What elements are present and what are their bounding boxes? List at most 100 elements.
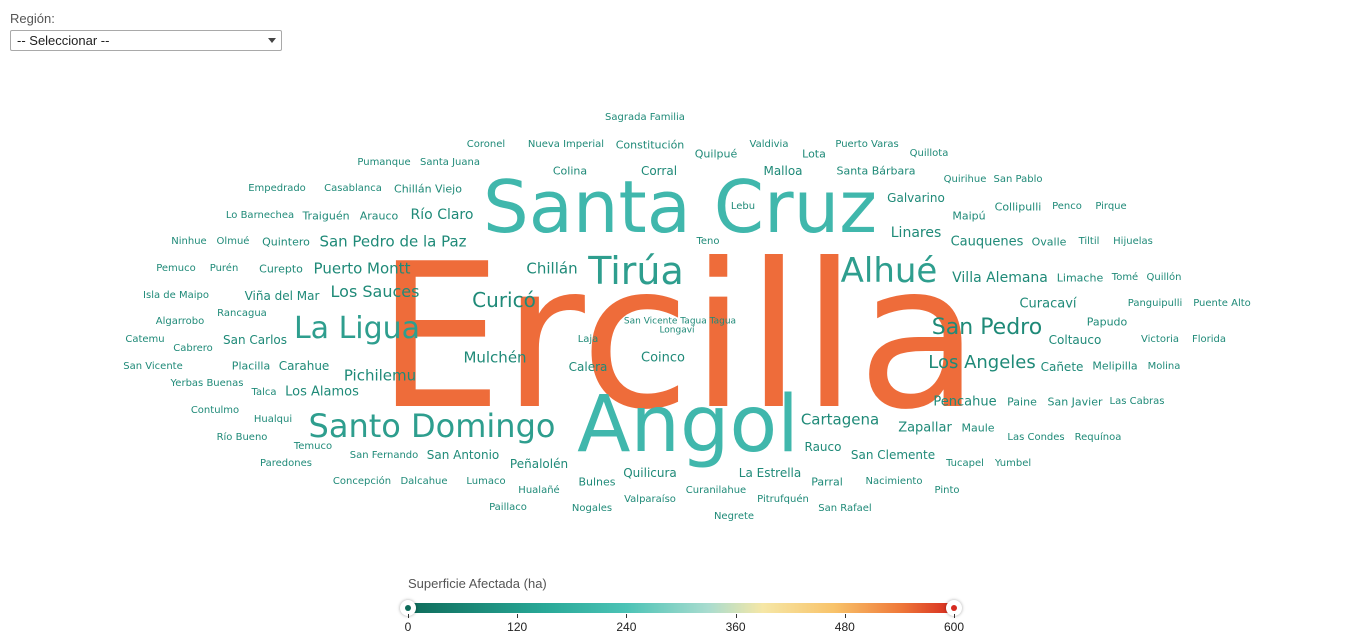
word-las-condes[interactable]: Las Condes <box>1007 432 1065 443</box>
word-ovalle[interactable]: Ovalle <box>1031 235 1067 249</box>
word-algarrobo[interactable]: Algarrobo <box>155 316 205 327</box>
word-quirihue[interactable]: Quirihue <box>943 174 987 185</box>
word-paredones[interactable]: Paredones <box>260 458 312 469</box>
word-santa-cruz[interactable]: Santa Cruz <box>483 165 877 249</box>
word-ercilla[interactable]: Ercilla <box>376 221 980 454</box>
word-coronel[interactable]: Coronel <box>466 139 506 150</box>
word-traiguen[interactable]: Traiguén <box>302 209 350 223</box>
word-san-vicente[interactable]: San Vicente <box>123 361 183 372</box>
word-puente-alto[interactable]: Puente Alto <box>1193 298 1251 309</box>
word-penalolen[interactable]: Peñalolén <box>509 457 569 471</box>
word-colina[interactable]: Colina <box>552 164 588 178</box>
word-empedrado[interactable]: Empedrado <box>248 183 306 194</box>
word-quilicura[interactable]: Quilicura <box>623 466 677 480</box>
word-pinto[interactable]: Pinto <box>934 485 960 496</box>
word-lumaco[interactable]: Lumaco <box>466 476 506 487</box>
word-parral[interactable]: Parral <box>811 475 843 489</box>
word-constitucion[interactable]: Constitución <box>615 138 685 152</box>
word-rauco[interactable]: Rauco <box>804 440 842 454</box>
word-corral[interactable]: Corral <box>640 164 678 178</box>
word-laja[interactable]: Laja <box>577 334 599 345</box>
word-pichilemu[interactable]: Pichilemu <box>343 366 417 385</box>
word-chillan-viejo[interactable]: Chillán Viejo <box>394 182 462 196</box>
word-curico[interactable]: Curicó <box>472 288 536 312</box>
word-calera[interactable]: Calera <box>568 360 608 374</box>
word-linares[interactable]: Linares <box>890 225 942 241</box>
word-penco[interactable]: Penco <box>1052 201 1082 212</box>
word-san-javier[interactable]: San Javier <box>1047 395 1103 409</box>
word-san-clemente[interactable]: San Clemente <box>850 448 936 462</box>
word-cauquenes[interactable]: Cauquenes <box>950 234 1024 250</box>
word-nueva-imperial[interactable]: Nueva Imperial <box>527 139 605 150</box>
word-arauco[interactable]: Arauco <box>359 209 399 223</box>
word-victoria[interactable]: Victoria <box>1141 334 1179 345</box>
word-la-ligua[interactable]: La Ligua <box>293 311 421 346</box>
word-coltauco[interactable]: Coltauco <box>1048 333 1102 347</box>
word-yumbel[interactable]: Yumbel <box>994 458 1032 469</box>
word-cartagena[interactable]: Cartagena <box>800 410 880 429</box>
word-sagrada-familia[interactable]: Sagrada Familia <box>605 112 685 123</box>
word-quillon[interactable]: Quillón <box>1146 272 1182 283</box>
word-hualane[interactable]: Hualañé <box>518 485 560 496</box>
word-molina[interactable]: Molina <box>1147 361 1181 372</box>
word-chillan[interactable]: Chillán <box>526 259 578 278</box>
word-quilpue[interactable]: Quilpué <box>694 147 738 161</box>
word-quintero[interactable]: Quintero <box>262 235 310 249</box>
word-pirque[interactable]: Pirque <box>1095 201 1127 212</box>
word-los-angeles[interactable]: Los Angeles <box>928 352 1036 373</box>
word-la-estrella[interactable]: La Estrella <box>738 466 802 480</box>
word-tucapel[interactable]: Tucapel <box>946 458 984 469</box>
region-select[interactable]: -- Seleccionar -- <box>10 30 282 51</box>
word-curacavi[interactable]: Curacaví <box>1019 296 1077 312</box>
word-lebu[interactable]: Lebu <box>730 201 756 212</box>
word-lo-barnechea[interactable]: Lo Barnechea <box>225 210 295 221</box>
word-maipu[interactable]: Maipú <box>952 209 986 223</box>
word-villa-alemana[interactable]: Villa Alemana <box>952 270 1048 286</box>
word-nogales[interactable]: Nogales <box>571 503 613 514</box>
word-negrete[interactable]: Negrete <box>713 511 755 522</box>
word-nacimiento[interactable]: Nacimiento <box>865 476 923 487</box>
word-cabrero[interactable]: Cabrero <box>173 343 213 354</box>
word-olmue[interactable]: Olmué <box>216 236 250 247</box>
word-panguipulli[interactable]: Panguipulli <box>1127 298 1183 309</box>
word-quillota[interactable]: Quillota <box>909 148 949 159</box>
word-malloa[interactable]: Malloa <box>763 164 803 178</box>
word-los-alamos[interactable]: Los Alamos <box>285 384 359 400</box>
word-zapallar[interactable]: Zapallar <box>898 420 952 436</box>
word-alhue[interactable]: Alhué <box>840 251 938 291</box>
word-galvarino[interactable]: Galvarino <box>887 191 945 205</box>
range-handle-high[interactable] <box>946 600 962 616</box>
word-talca[interactable]: Talca <box>251 387 277 398</box>
word-tirua[interactable]: Tirúa <box>588 249 684 293</box>
word-canete[interactable]: Cañete <box>1040 360 1084 374</box>
word-carahue[interactable]: Carahue <box>278 359 330 373</box>
word-san-vicente-tagua-tagua[interactable]: San Vicente Tagua Tagua <box>623 316 737 327</box>
word-puerto-varas[interactable]: Puerto Varas <box>835 139 899 150</box>
word-tome[interactable]: Tomé <box>1111 272 1139 283</box>
word-casablanca[interactable]: Casablanca <box>324 183 382 194</box>
word-san-pablo[interactable]: San Pablo <box>993 174 1043 185</box>
word-santa-juana[interactable]: Santa Juana <box>420 157 480 168</box>
word-concepcion[interactable]: Concepción <box>332 476 392 487</box>
word-san-pedro[interactable]: San Pedro <box>931 315 1043 340</box>
word-papudo[interactable]: Papudo <box>1086 315 1128 329</box>
word-valparaiso[interactable]: Valparaíso <box>624 494 676 505</box>
word-santa-barbara[interactable]: Santa Bárbara <box>836 164 916 178</box>
word-yerbas-buenas[interactable]: Yerbas Buenas <box>170 378 244 389</box>
word-tiltil[interactable]: Tiltil <box>1078 236 1100 247</box>
word-lota[interactable]: Lota <box>802 147 826 161</box>
word-puren[interactable]: Purén <box>209 263 239 274</box>
word-rio-claro[interactable]: Río Claro <box>410 207 474 223</box>
word-curepto[interactable]: Curepto <box>259 262 303 276</box>
word-isla-de-maipo[interactable]: Isla de Maipo <box>143 290 209 301</box>
word-ninhue[interactable]: Ninhue <box>171 236 207 247</box>
word-valdivia[interactable]: Valdivia <box>749 139 789 150</box>
word-san-rafael[interactable]: San Rafael <box>818 503 872 514</box>
word-dalcahue[interactable]: Dalcahue <box>400 476 448 487</box>
word-paillaco[interactable]: Paillaco <box>489 502 527 513</box>
word-angol[interactable]: Angol <box>577 380 799 470</box>
word-longavi[interactable]: Longaví <box>659 325 695 336</box>
word-temuco[interactable]: Temuco <box>293 441 333 452</box>
word-paine[interactable]: Paine <box>1007 395 1037 409</box>
word-collipulli[interactable]: Collipulli <box>994 200 1042 214</box>
